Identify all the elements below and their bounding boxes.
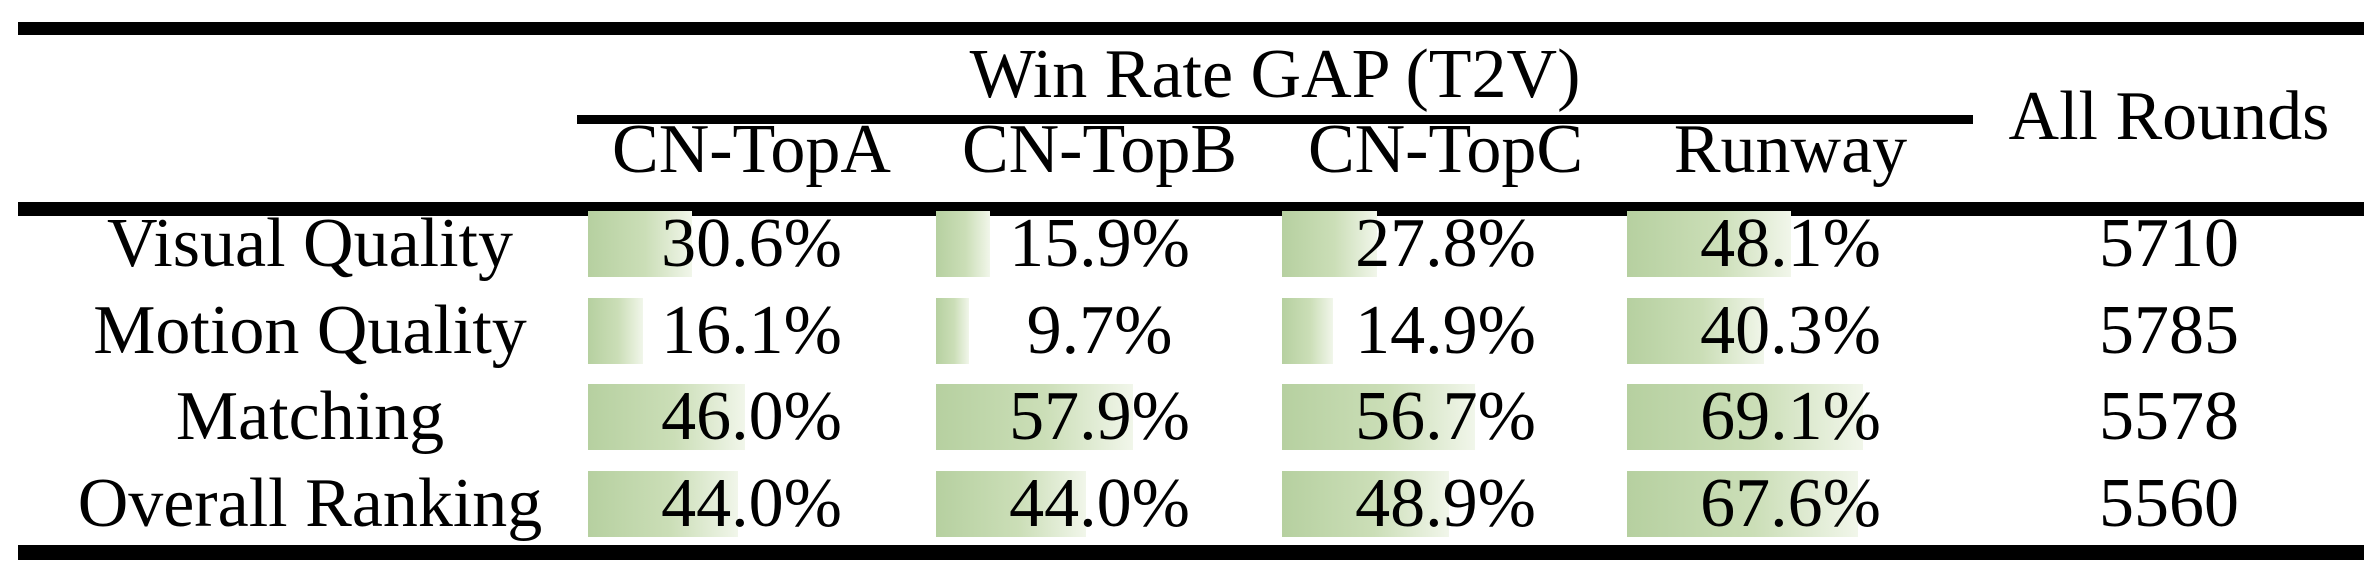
win-rate-value: 16.1%	[661, 292, 842, 369]
win-rate-bar	[936, 298, 969, 364]
group-header-title: Win Rate GAP (T2V)	[969, 36, 1581, 113]
table-cell: 57.9%	[925, 378, 1274, 455]
win-rate-bar	[936, 384, 1133, 450]
win-rate-value: 46.0%	[661, 378, 842, 455]
table-cell: 48.9%	[1271, 465, 1620, 542]
all-rounds-value: 5578	[2099, 378, 2239, 455]
win-rate-value: 44.0%	[661, 465, 842, 542]
table-cell: 56.7%	[1271, 378, 1620, 455]
win-rate-bar	[1282, 384, 1475, 450]
win-rate-bar	[1627, 211, 1791, 277]
win-rate-value: 69.1%	[1700, 378, 1881, 455]
all-rounds-value: 5710	[2099, 205, 2239, 282]
table-cell: 27.8%	[1271, 205, 1620, 282]
table-cell: 16.1%	[577, 292, 926, 369]
win-rate-value: 14.9%	[1355, 292, 1536, 369]
table-cell: 48.1%	[1616, 205, 1965, 282]
win-rate-value: 56.7%	[1355, 378, 1536, 455]
win-rate-bar	[1282, 471, 1449, 537]
column-header-runway: Runway	[1673, 111, 1908, 188]
table-cell: 9.7%	[925, 292, 1274, 369]
column-header-cn-topa: CN-TopA	[612, 111, 891, 188]
win-rate-bar	[588, 211, 692, 277]
table-cell: 46.0%	[577, 378, 926, 455]
win-rate-value: 27.8%	[1355, 205, 1536, 282]
win-rate-bar	[936, 471, 1086, 537]
win-rate-bar	[936, 211, 990, 277]
table-cell: 44.0%	[577, 465, 926, 542]
win-rate-value: 57.9%	[1009, 378, 1190, 455]
win-rate-bar	[588, 298, 643, 364]
all-rounds-value: 5785	[2099, 292, 2239, 369]
column-header-cn-topb: CN-TopB	[961, 111, 1238, 188]
row-label-matching: Matching	[175, 378, 445, 455]
top-rule	[18, 22, 2364, 35]
row-label-motion-quality: Motion Quality	[93, 292, 527, 369]
win-rate-value: 30.6%	[661, 205, 842, 282]
all-rounds-value: 5560	[2099, 465, 2239, 542]
win-rate-bar	[1282, 211, 1377, 277]
row-label-overall-ranking: Overall Ranking	[77, 465, 543, 542]
win-rate-value: 48.1%	[1700, 205, 1881, 282]
table-cell: 40.3%	[1616, 292, 1965, 369]
win-rate-value: 44.0%	[1009, 465, 1190, 542]
table-cell: 15.9%	[925, 205, 1274, 282]
win-rate-value: 48.9%	[1355, 465, 1536, 542]
bottom-rule	[18, 545, 2364, 560]
win-rate-value: 40.3%	[1700, 292, 1881, 369]
win-rate-bar	[1627, 471, 1858, 537]
column-header-cn-topc: CN-TopC	[1307, 111, 1584, 188]
win-rate-bar	[1627, 384, 1863, 450]
group-header-underline	[577, 115, 1973, 124]
table-cell: 69.1%	[1616, 378, 1965, 455]
win-rate-bar	[1282, 298, 1333, 364]
win-rate-bar	[588, 384, 745, 450]
row-label-visual-quality: Visual Quality	[106, 205, 514, 282]
win-rate-bar	[588, 471, 738, 537]
table-cell: 14.9%	[1271, 292, 1620, 369]
table-cell: 67.6%	[1616, 465, 1965, 542]
win-rate-value: 15.9%	[1009, 205, 1190, 282]
table-cell: 30.6%	[577, 205, 926, 282]
column-header-all-rounds: All Rounds	[2008, 78, 2330, 155]
win-rate-value: 9.7%	[1026, 292, 1173, 369]
win-rate-value: 67.6%	[1700, 465, 1881, 542]
win-rate-bar	[1627, 298, 1764, 364]
table-cell: 44.0%	[925, 465, 1274, 542]
